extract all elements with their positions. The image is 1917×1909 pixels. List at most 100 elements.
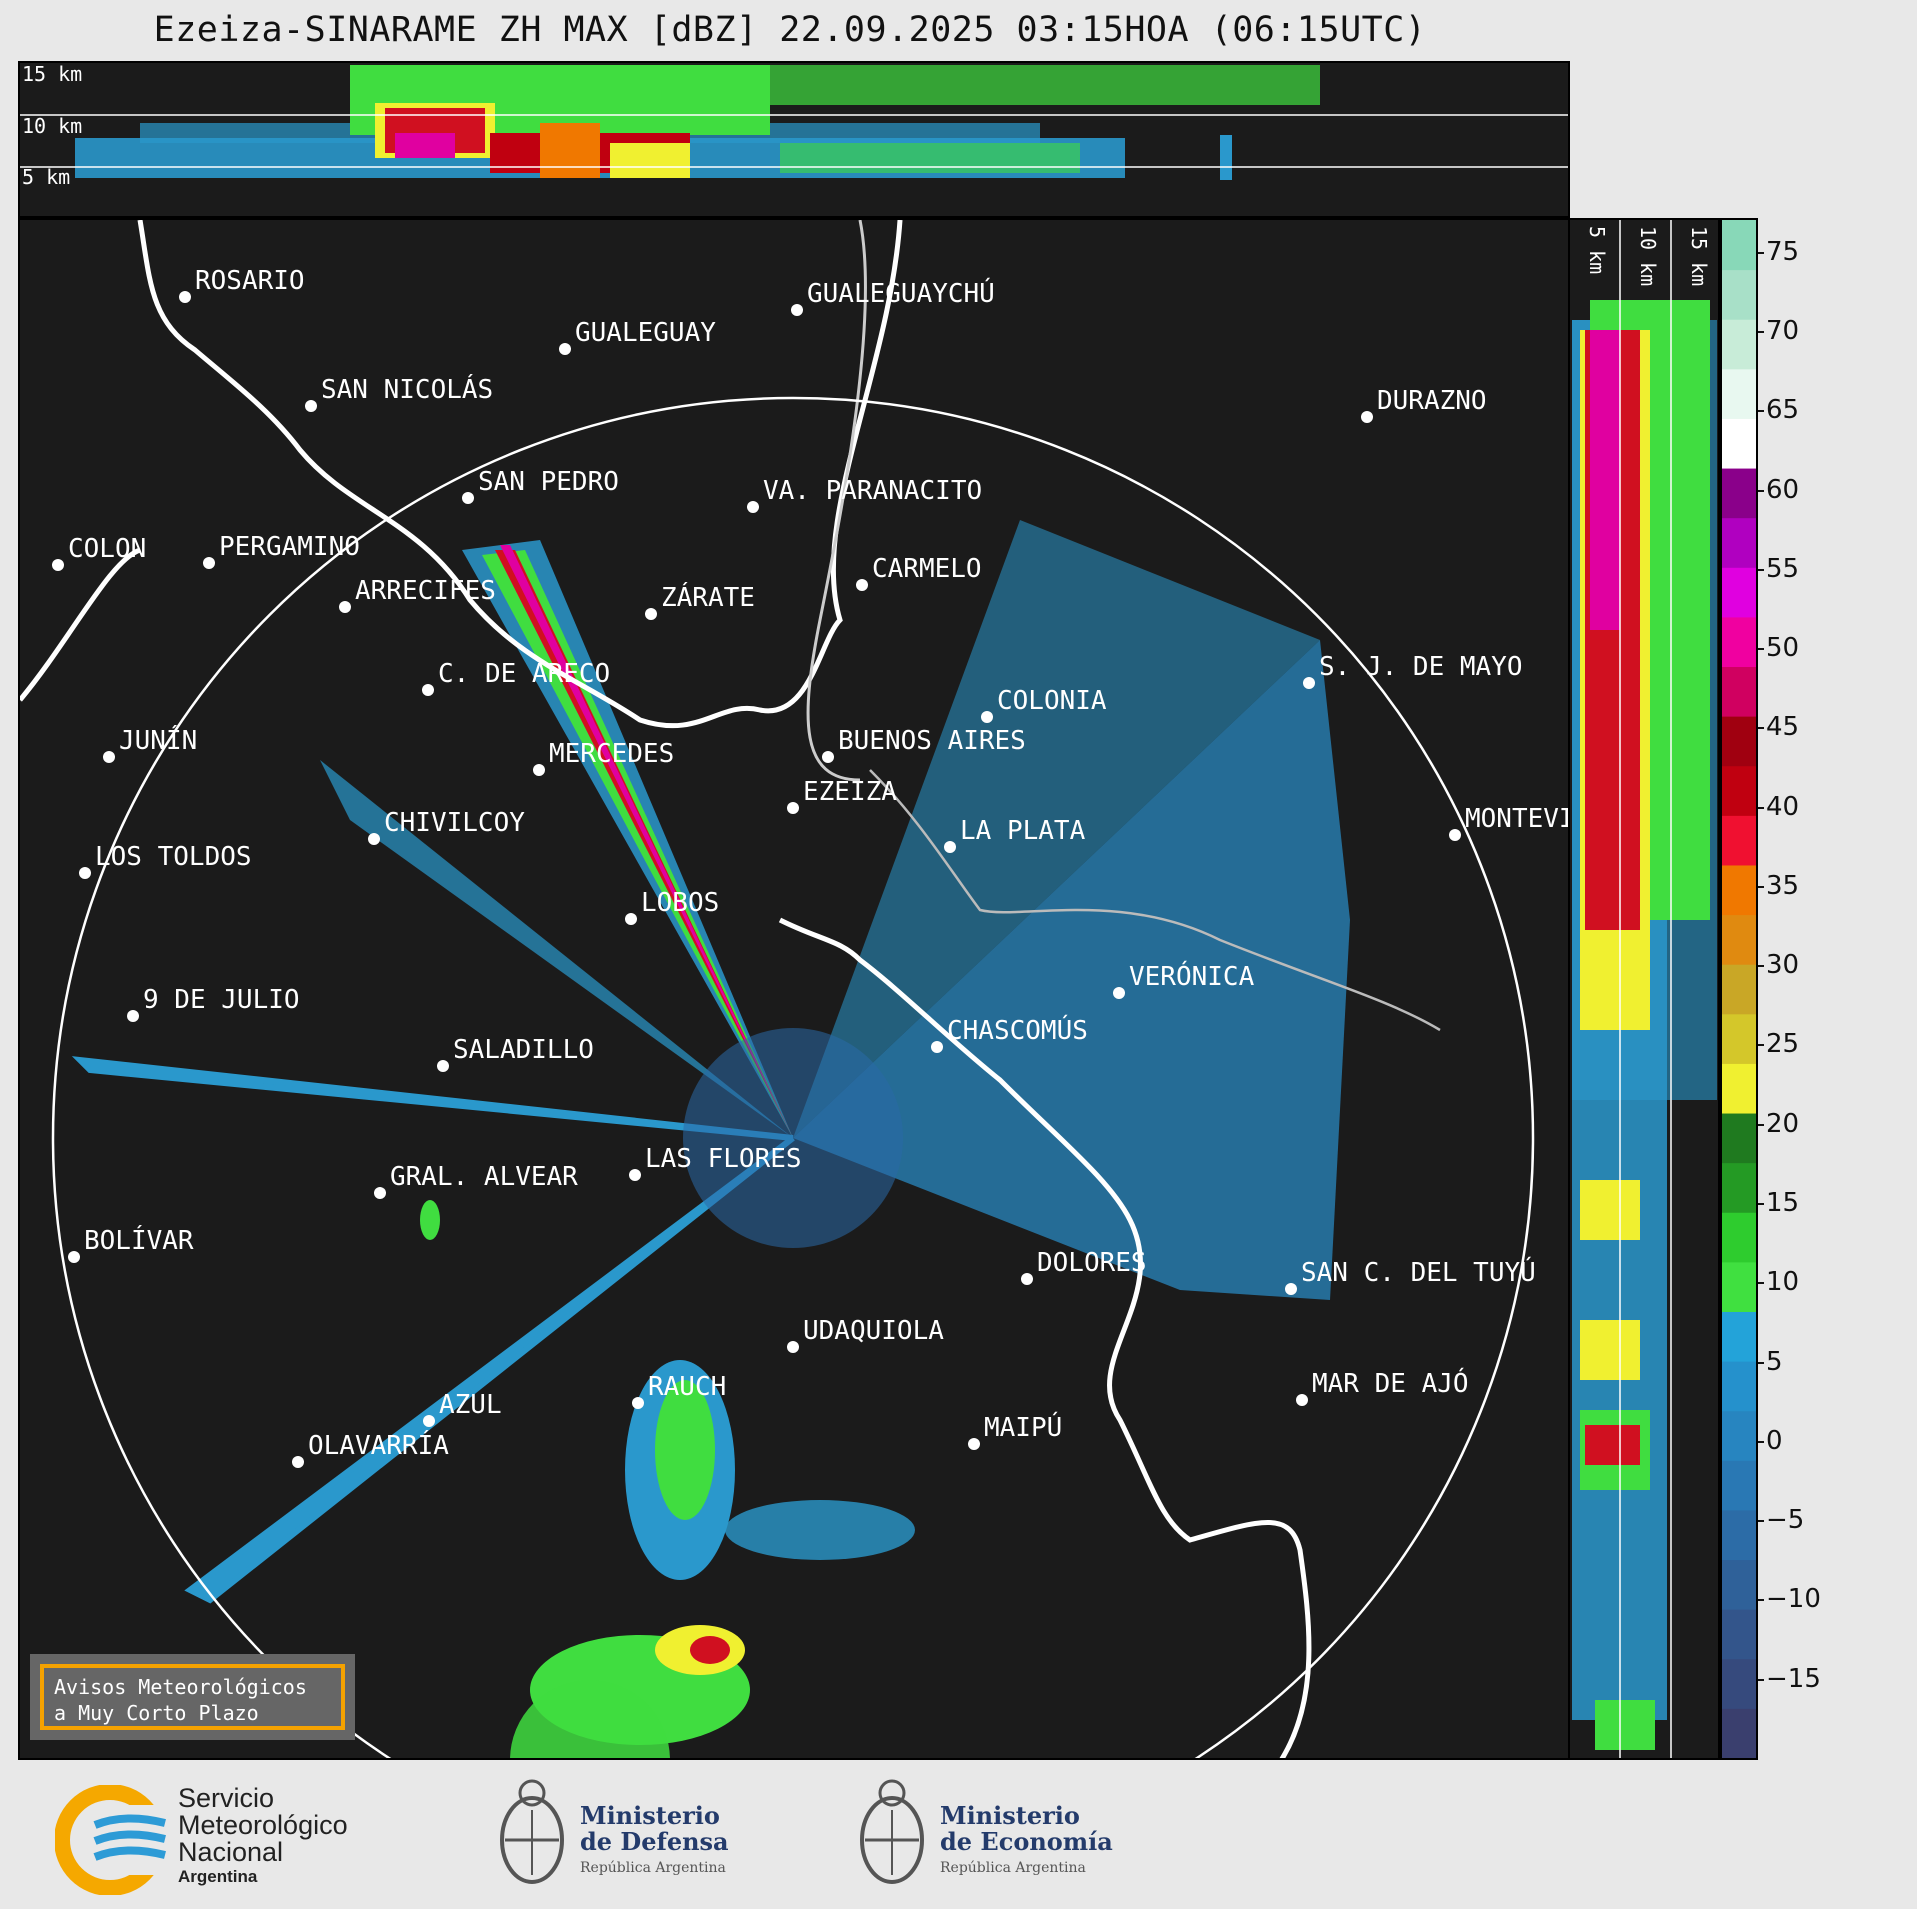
city-label: GRAL. ALVEAR — [390, 1162, 578, 1192]
colorbar-tick-mark — [1758, 1440, 1764, 1443]
city-marker[interactable]: S. J. DE MAYO — [1303, 652, 1523, 689]
city-marker[interactable]: OLAVARRÍA — [292, 1429, 449, 1468]
colorbar-tick-mark — [1758, 1044, 1764, 1047]
city-marker[interactable]: VERÓNICA — [1113, 960, 1255, 999]
colorbar-tick-mark — [1758, 1599, 1764, 1602]
city-marker[interactable]: SAN PEDRO — [462, 467, 619, 504]
city-marker[interactable]: PERGAMINO — [203, 532, 360, 569]
smn-logo[interactable]: Servicio Meteorológico Nacional Argentin… — [55, 1785, 385, 1895]
city-label: CARMELO — [872, 554, 982, 584]
city-marker[interactable]: MERCEDES — [533, 739, 674, 776]
colorbar-tick-mark — [1758, 568, 1764, 571]
city-marker[interactable]: MAR DE AJÓ — [1296, 1367, 1469, 1406]
colorbar-tick-mark — [1758, 489, 1764, 492]
city-dot — [1449, 829, 1461, 841]
colorbar-segment — [1722, 319, 1756, 370]
city-marker[interactable]: CARMELO — [856, 554, 982, 591]
city-marker[interactable]: UDAQUIOLA — [787, 1316, 944, 1353]
side-alt-10: 10 km — [1636, 226, 1660, 286]
colorbar-tick-label: 45 — [1766, 712, 1800, 743]
city-marker[interactable]: BOLÍVAR — [68, 1224, 194, 1263]
colorbar-tick-mark — [1758, 1282, 1764, 1285]
city-marker[interactable]: ARRECIFES — [339, 576, 496, 613]
city-marker[interactable]: COLONIA — [981, 686, 1107, 723]
city-marker[interactable]: SAN NICOLÁS — [305, 373, 493, 412]
warning-badge[interactable]: Avisos Meteorológicos a Muy Corto Plazo — [30, 1654, 355, 1740]
city-marker[interactable]: LA PLATA — [944, 816, 1086, 853]
colorbar-segment — [1722, 517, 1756, 568]
city-dot — [368, 833, 380, 845]
colorbar-tick-label: 5 — [1766, 1346, 1783, 1377]
city-label: MAIPÚ — [984, 1411, 1062, 1443]
city-marker[interactable]: BUENOS AIRES — [822, 726, 1026, 763]
colorbar-tick-mark — [1758, 885, 1764, 888]
city-marker[interactable]: 9 DE JULIO — [127, 985, 300, 1022]
defensa-line1: Ministerio — [580, 1801, 720, 1830]
city-marker[interactable]: ZÁRATE — [645, 581, 755, 620]
economia-line1: Ministerio — [940, 1801, 1080, 1830]
city-marker[interactable]: CHASCOMÚS — [931, 1014, 1088, 1053]
city-label: CHIVILCOY — [384, 808, 525, 838]
city-marker[interactable]: DURAZNO — [1361, 386, 1487, 423]
economia-logo[interactable]: Ministerio de Economía República Argenti… — [855, 1775, 1135, 1900]
city-marker[interactable]: COLON — [52, 534, 146, 571]
city-dot — [79, 867, 91, 879]
colorbar-segment — [1722, 468, 1756, 519]
top-alt-5: 5 km — [22, 165, 70, 189]
smn-line3: Nacional — [178, 1837, 284, 1867]
defensa-logo[interactable]: Ministerio de Defensa República Argentin… — [495, 1775, 755, 1900]
city-label: UDAQUIOLA — [803, 1316, 944, 1346]
city-marker[interactable]: GUALEGUAYCHÚ — [791, 277, 995, 316]
city-dot — [791, 304, 803, 316]
colorbar-tick-label: 70 — [1766, 315, 1800, 346]
city-marker[interactable]: MAIPÚ — [968, 1411, 1062, 1450]
colorbar-tick-label: 25 — [1766, 1029, 1800, 1060]
city-dot — [423, 1415, 435, 1427]
city-marker[interactable]: LOS TOLDOS — [79, 842, 252, 879]
city-dot — [1021, 1273, 1033, 1285]
city-marker[interactable]: LAS FLORES — [629, 1144, 802, 1181]
colorbar-tick-mark — [1758, 1520, 1764, 1523]
city-marker[interactable]: SALADILLO — [437, 1035, 594, 1072]
colorbar-tick-label: 10 — [1766, 1267, 1800, 1298]
city-marker[interactable]: GUALEGUAY — [559, 318, 716, 355]
colorbar-tick-mark — [1758, 1361, 1764, 1364]
city-marker[interactable]: CHIVILCOY — [368, 808, 525, 845]
city-label: ARRECIFES — [355, 576, 496, 606]
city-marker[interactable]: VA. PARANACITO — [747, 476, 982, 513]
city-label: ROSARIO — [195, 266, 305, 296]
colorbar-segment — [1722, 220, 1756, 271]
city-marker[interactable]: DOLORES — [1021, 1248, 1147, 1285]
city-marker[interactable]: JUNÍN — [103, 724, 197, 763]
city-marker[interactable]: EZEIZA — [787, 777, 897, 814]
city-marker[interactable]: ROSARIO — [179, 266, 305, 303]
city-dot — [305, 400, 317, 412]
city-marker[interactable]: LOBOS — [625, 888, 719, 925]
city-dot — [1113, 987, 1125, 999]
colorbar-segment — [1722, 1261, 1756, 1312]
colorbar-tick-label: −10 — [1766, 1584, 1821, 1615]
defensa-line2: de Defensa — [580, 1827, 729, 1856]
colorbar-segment — [1722, 1460, 1756, 1511]
colorbar-segment — [1722, 1311, 1756, 1362]
city-dot — [981, 711, 993, 723]
colorbar-segment — [1722, 765, 1756, 816]
city-label: LOS TOLDOS — [95, 842, 252, 872]
colorbar-tick-label: 50 — [1766, 633, 1800, 664]
colorbar-segment — [1722, 1013, 1756, 1064]
colorbar-tick-label: −5 — [1766, 1505, 1805, 1536]
colorbar-segment — [1722, 864, 1756, 916]
colorbar-segment — [1722, 368, 1756, 419]
city-marker[interactable]: C. DE ARECO — [422, 659, 610, 696]
city-marker[interactable]: RAUCH — [632, 1372, 726, 1409]
city-marker[interactable]: AZUL — [423, 1390, 502, 1427]
city-dot — [1296, 1394, 1308, 1406]
city-marker[interactable]: SAN C. DEL TUYÚ — [1285, 1256, 1536, 1295]
city-dot — [422, 684, 434, 696]
city-label: BOLÍVAR — [84, 1224, 194, 1256]
city-label: C. DE ARECO — [438, 659, 610, 689]
city-marker[interactable]: GRAL. ALVEAR — [374, 1162, 578, 1199]
colorbar-tick-label: 55 — [1766, 553, 1800, 584]
city-marker[interactable]: MONTEVIDEO — [1449, 804, 1570, 841]
argentina-shield-icon — [860, 1779, 924, 1884]
